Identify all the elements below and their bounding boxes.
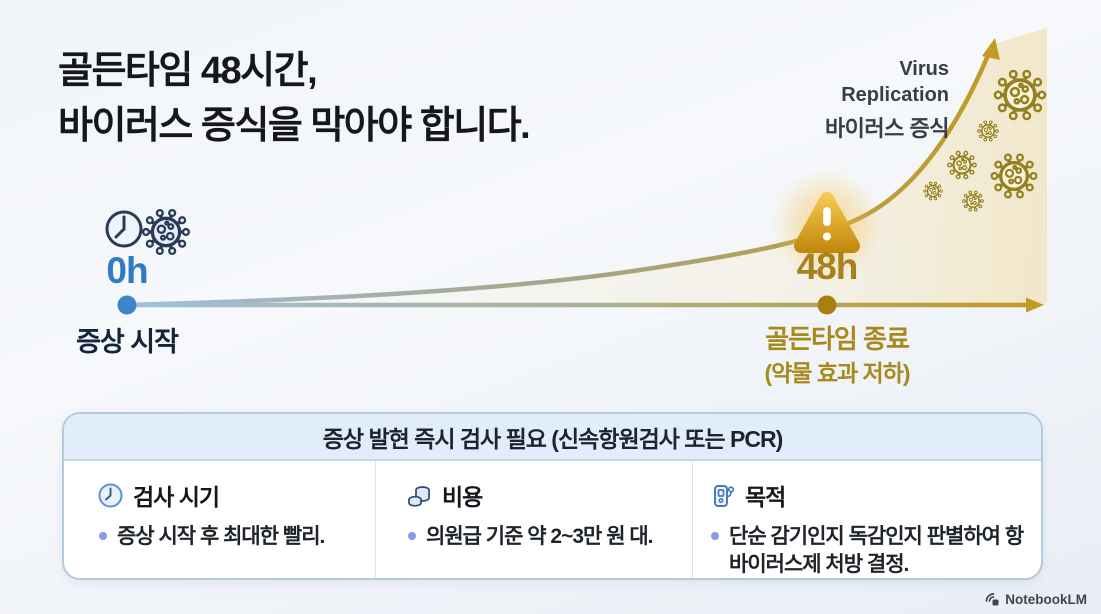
column-title: 비용 — [442, 484, 483, 510]
timeline-end-dot — [817, 295, 837, 315]
page-title-line2: 바이러스 증식을 막아야 합니다. — [58, 105, 531, 147]
brand-watermark: NotebookLM — [985, 592, 1087, 607]
bullet-text: 단순 감기인지 독감인지 판별하여 항바이러스제 처방 결정. — [729, 525, 1024, 576]
virus-growth-curve — [124, 45, 994, 308]
column-title-row: 목적 — [709, 478, 1041, 512]
timeline-end-time: 48h — [796, 246, 859, 287]
curve-arrowhead-icon — [982, 38, 1000, 60]
timeline-start-label: 증상 시작 — [76, 327, 179, 357]
card-body: 검사 시기 증상 시작 후 최대한 빨리. — [64, 461, 1041, 578]
virus-replication-en-line1: Virus — [899, 58, 949, 80]
column-bullet-row: 의원급 기준 약 2~3만 원 대. — [406, 523, 692, 551]
card-header: 증상 발현 즉시 검사 필요 (신속항원검사 또는 PCR) — [64, 414, 1041, 461]
brand-name: NotebookLM — [1005, 592, 1087, 607]
timeline-end-sublabel: (약물 효과 저하) — [764, 360, 910, 386]
test-info-card: 증상 발현 즉시 검사 필요 (신속항원검사 또는 PCR) 검사 시기 증상 … — [62, 412, 1043, 580]
card-column-purpose: 목적 단순 감기인지 독감인지 판별하여 항바이러스제 처방 결정. — [693, 461, 1041, 578]
warning-icon — [771, 168, 883, 280]
clock-virus-icon — [105, 208, 191, 256]
test-kit-icon — [714, 484, 735, 507]
card-column-test-timing: 검사 시기 증상 시작 후 최대한 빨리. — [64, 461, 376, 578]
page-title-line1: 골든타임 48시간, — [58, 50, 318, 92]
column-title: 목적 — [745, 484, 786, 510]
column-bullet-row: 증상 시작 후 최대한 빨리. — [97, 523, 375, 551]
timeline-start-time: 0h — [106, 250, 148, 291]
virus-replication-label: Virus Replication 바이러스 증식 — [824, 56, 950, 143]
timeline-arrowhead-icon — [1026, 297, 1044, 313]
timeline-start-dot — [117, 295, 137, 315]
virus-replication-ko: 바이러스 증식 — [824, 116, 950, 141]
column-title-row: 검사 시기 — [97, 478, 375, 512]
column-title: 검사 시기 — [133, 484, 220, 510]
virus-replication-en-line2: Replication — [841, 84, 949, 106]
bullet-text: 증상 시작 후 최대한 빨리. — [117, 525, 325, 548]
bullet-dot — [408, 532, 416, 540]
column-title-row: 비용 — [406, 478, 692, 512]
bullet-dot — [711, 532, 719, 540]
card-column-cost: 비용 의원급 기준 약 2~3만 원 대. — [376, 461, 693, 578]
page-title: 골든타임 48시간, 바이러스 증식을 막아야 합니다. — [58, 44, 531, 154]
coins-icon — [408, 485, 430, 507]
timeline-end-label: 골든타임 종료 — [765, 324, 910, 354]
column-bullet-row: 단순 감기인지 독감인지 판별하여 항바이러스제 처방 결정. — [709, 523, 1041, 578]
bullet-dot — [99, 532, 107, 540]
clock-icon — [98, 483, 123, 507]
bullet-text: 의원급 기준 약 2~3만 원 대. — [426, 525, 654, 548]
notebooklm-logo-icon — [985, 593, 999, 606]
